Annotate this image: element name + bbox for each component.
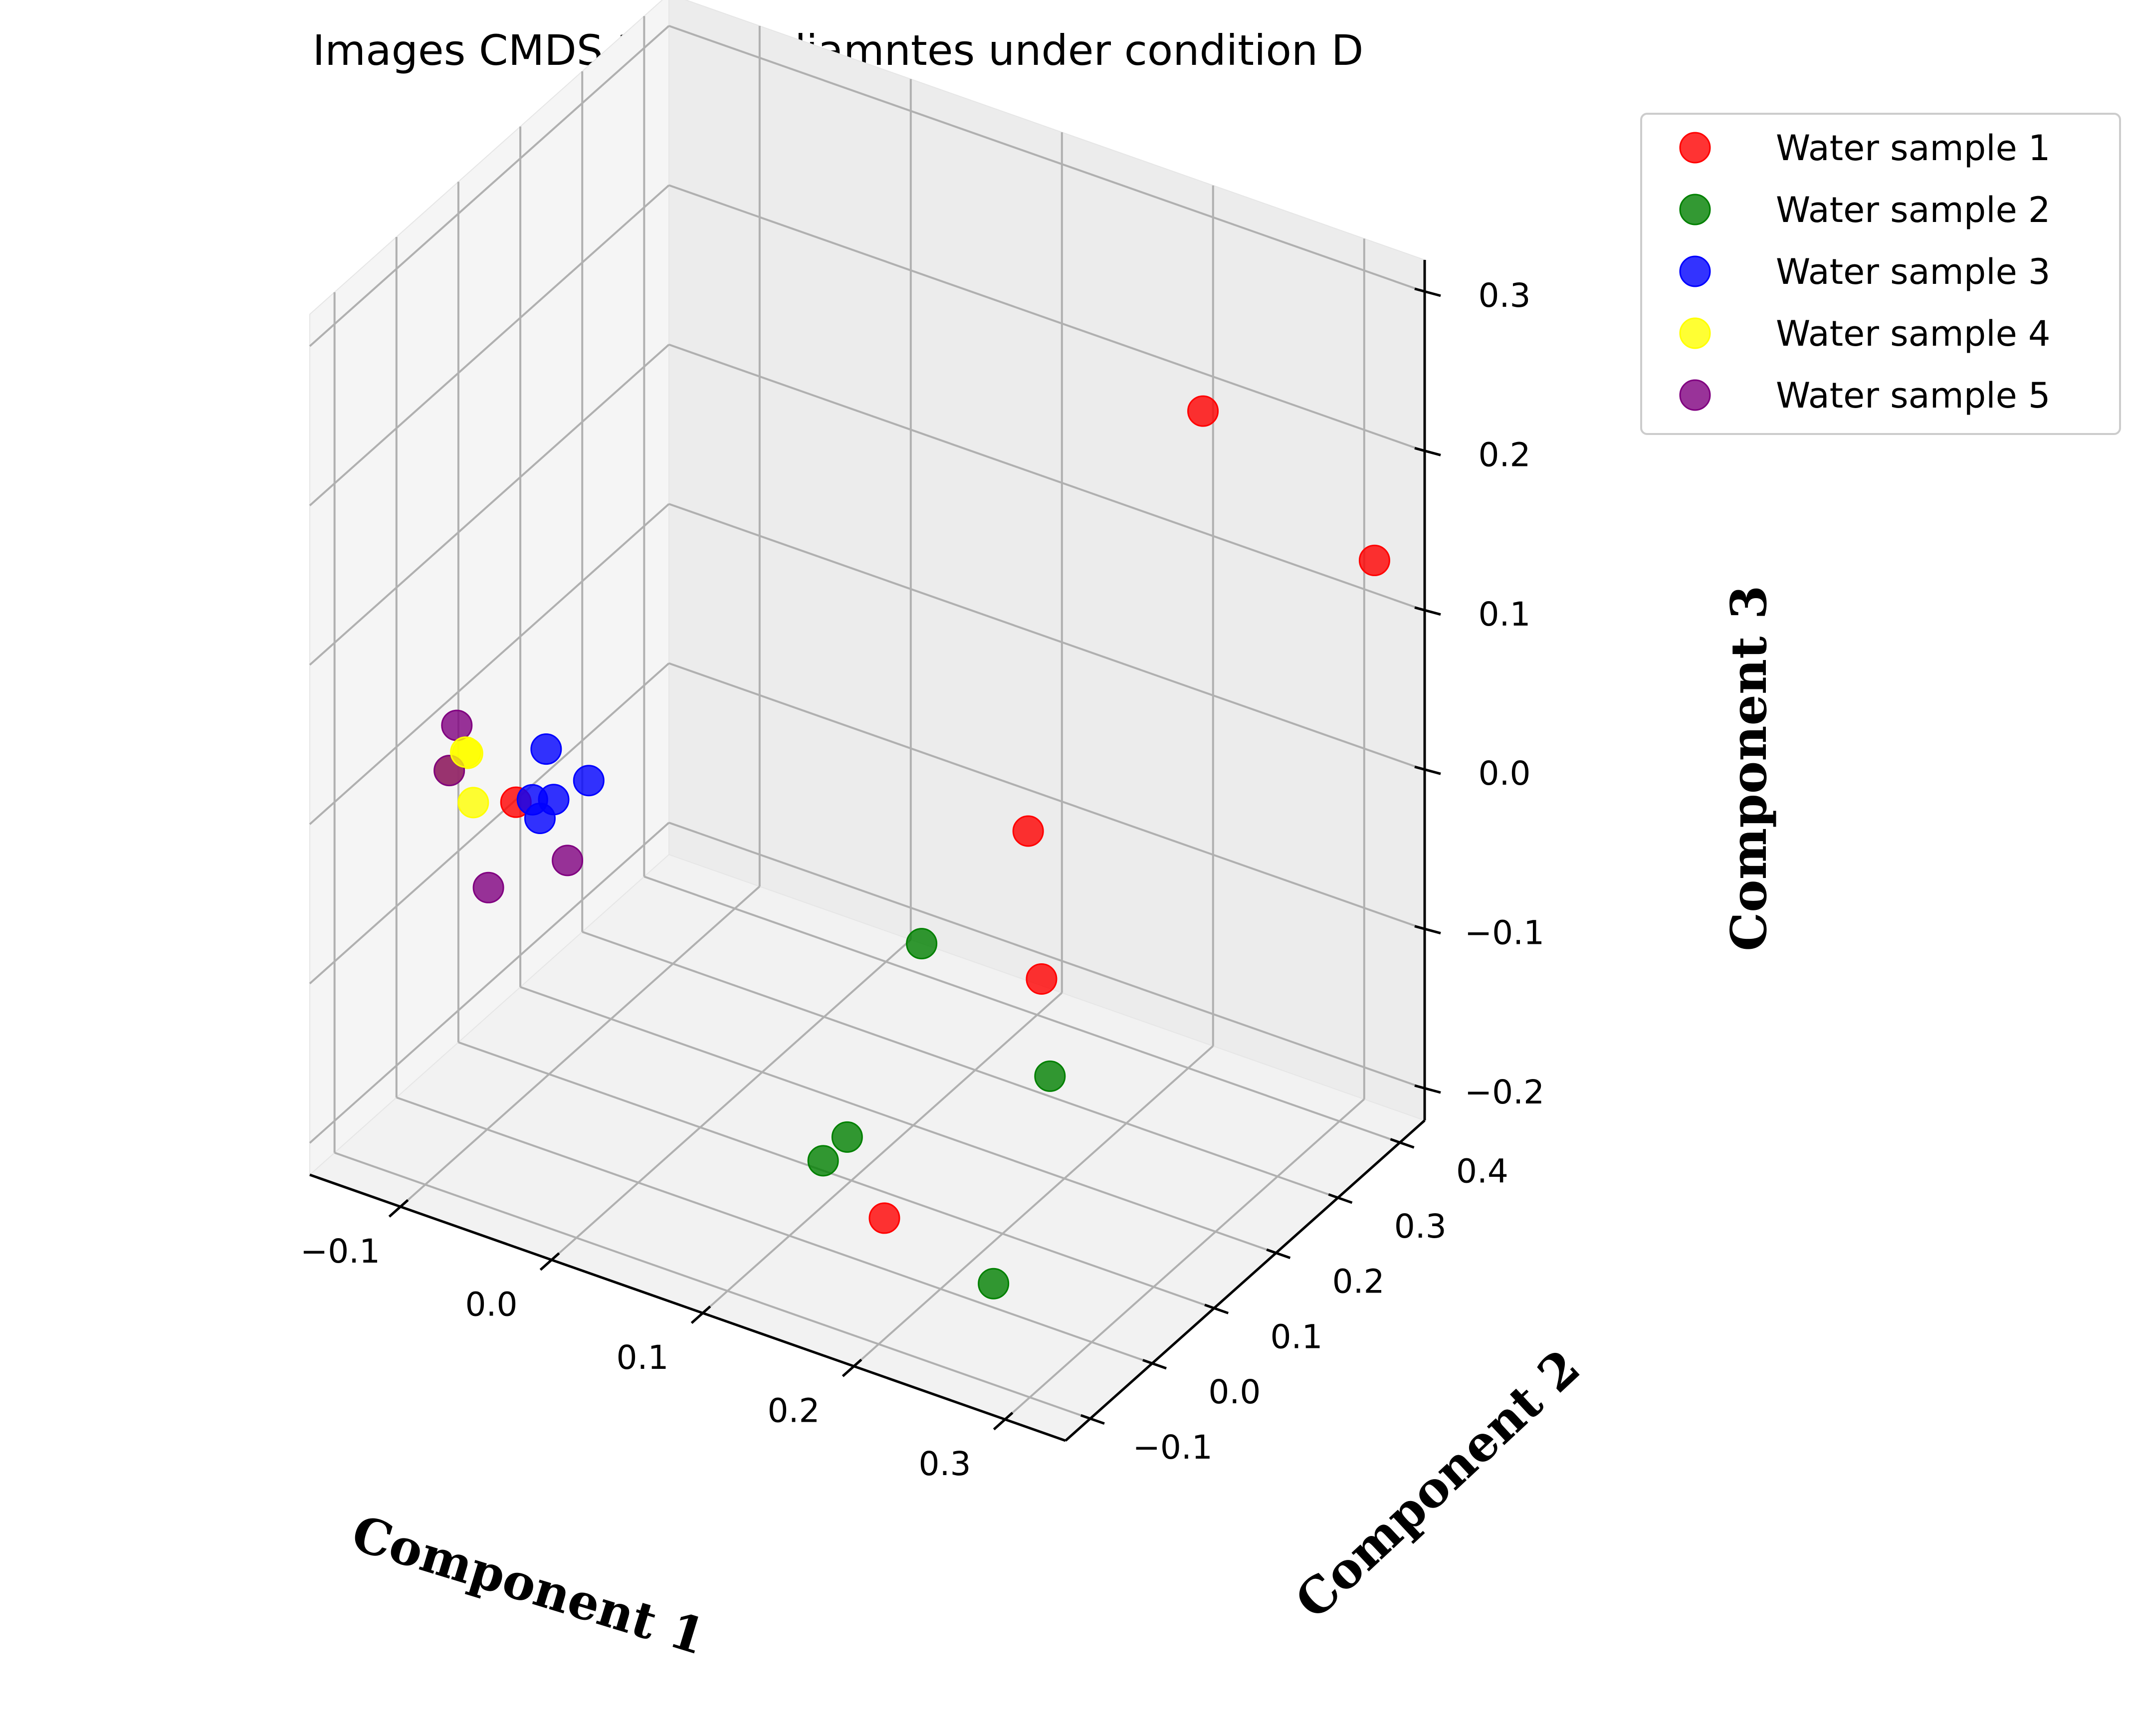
z-axis-label: Component 3 <box>1720 585 1778 951</box>
y-tick-label: 0.1 <box>1271 1317 1323 1356</box>
z-tick-label: −0.2 <box>1465 1073 1544 1111</box>
legend-marker <box>1680 318 1710 348</box>
data-point-point-series-1 <box>1359 545 1389 575</box>
data-point-point-series-1 <box>1027 964 1057 994</box>
data-point-point-series-2 <box>808 1146 838 1176</box>
data-point-point-series-1 <box>869 1203 899 1233</box>
z-tick-label: −0.1 <box>1465 914 1544 952</box>
y-axis-label: Component 2 <box>1284 1338 1591 1630</box>
z-tick-label: 0.2 <box>1479 435 1531 474</box>
legend-marker <box>1680 380 1710 410</box>
y-tick-label: 0.2 <box>1332 1263 1385 1301</box>
legend-label: Water sample 3 <box>1776 251 2050 292</box>
data-point-point-series-5 <box>553 846 583 875</box>
x-tick-label: −0.1 <box>300 1232 380 1271</box>
data-point-point-series-4 <box>458 788 488 818</box>
x-axis-label: Component 1 <box>345 1505 712 1666</box>
data-point-point-series-2 <box>1035 1061 1065 1091</box>
y-tick-label: 0.3 <box>1394 1207 1447 1246</box>
data-point-point-series-5 <box>473 872 503 902</box>
z-tick-label: 0.1 <box>1479 595 1531 634</box>
legend-label: Water sample 2 <box>1776 190 2050 230</box>
legend-marker <box>1680 133 1710 163</box>
data-point-point-series-2 <box>979 1269 1009 1299</box>
data-point-point-series-5 <box>442 710 472 740</box>
legend-label: Water sample 4 <box>1776 313 2050 354</box>
data-point-point-series-3 <box>574 766 604 796</box>
z-tick-label: 0.0 <box>1479 754 1531 793</box>
data-point-point-series-1 <box>1013 816 1043 846</box>
legend-marker <box>1680 195 1710 224</box>
data-point-point-series-1 <box>1188 396 1218 426</box>
data-point-point-series-2 <box>832 1122 862 1152</box>
legend: Water sample 1 Water sample 2 Water sample… <box>1641 114 2120 434</box>
data-point-point-series-3 <box>531 734 561 764</box>
data-point-point-series-3 <box>525 803 555 833</box>
z-tick-label: 0.3 <box>1479 276 1531 315</box>
y-tick-label: −0.1 <box>1133 1428 1213 1467</box>
legend-label: Water sample 5 <box>1776 375 2050 416</box>
data-point-point-series-2 <box>907 929 937 959</box>
y-tick-label: 0.4 <box>1456 1152 1508 1190</box>
x-tick-label: 0.2 <box>768 1392 820 1430</box>
data-point-point-series-4 <box>451 737 481 767</box>
legend-marker <box>1680 256 1710 286</box>
x-tick-label: 0.3 <box>919 1445 971 1483</box>
x-tick-label: 0.0 <box>465 1285 518 1323</box>
legend-label: Water sample 1 <box>1776 128 2050 169</box>
x-tick-label: 0.1 <box>617 1338 669 1377</box>
axes-panes <box>310 0 1425 1441</box>
y-tick-label: 0.0 <box>1208 1373 1261 1411</box>
